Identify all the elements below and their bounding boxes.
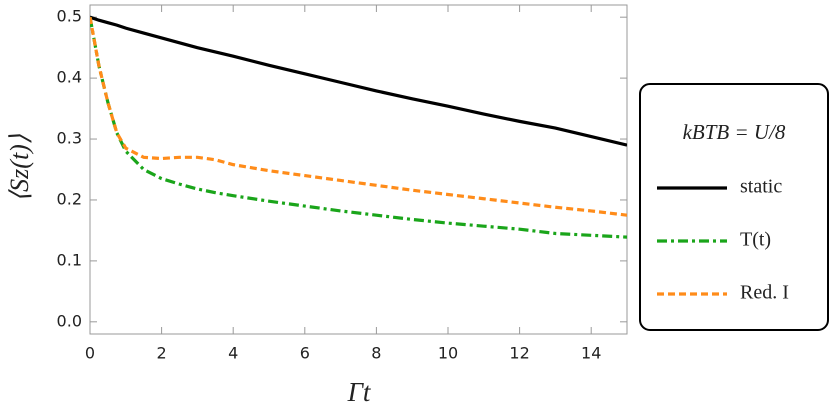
y-tick-label: 0.4 [57,68,82,87]
y-tick-label: 0.2 [57,189,82,208]
x-tick-label: 12 [509,344,529,363]
y-axis-label: ⟨Sz(t)⟩ [5,134,34,202]
y-tick-label: 0.0 [57,311,82,330]
legend-title: kBTB = U/8 [683,120,786,144]
x-tick-label: 14 [581,344,601,363]
x-tick-label: 8 [371,344,381,363]
legend-label: static [740,176,782,198]
x-tick-label: 10 [438,344,458,363]
x-axis-label: Γt [347,377,372,407]
x-tick-label: 2 [157,344,167,363]
legend-box [639,83,829,331]
plot-frame [89,4,628,335]
legend-label: Red. I [740,282,789,304]
x-tick-label: 0 [85,344,95,363]
y-tick-label: 0.5 [57,7,82,26]
series-line [90,15,627,147]
y-tick-label: 0.3 [57,129,82,148]
y-tick-label: 0.1 [57,250,82,269]
series-line [90,16,627,239]
x-tick-label: 6 [300,344,310,363]
x-tick-label: 4 [228,344,238,363]
series-line [90,16,627,217]
legend-label: T(t) [740,229,771,251]
